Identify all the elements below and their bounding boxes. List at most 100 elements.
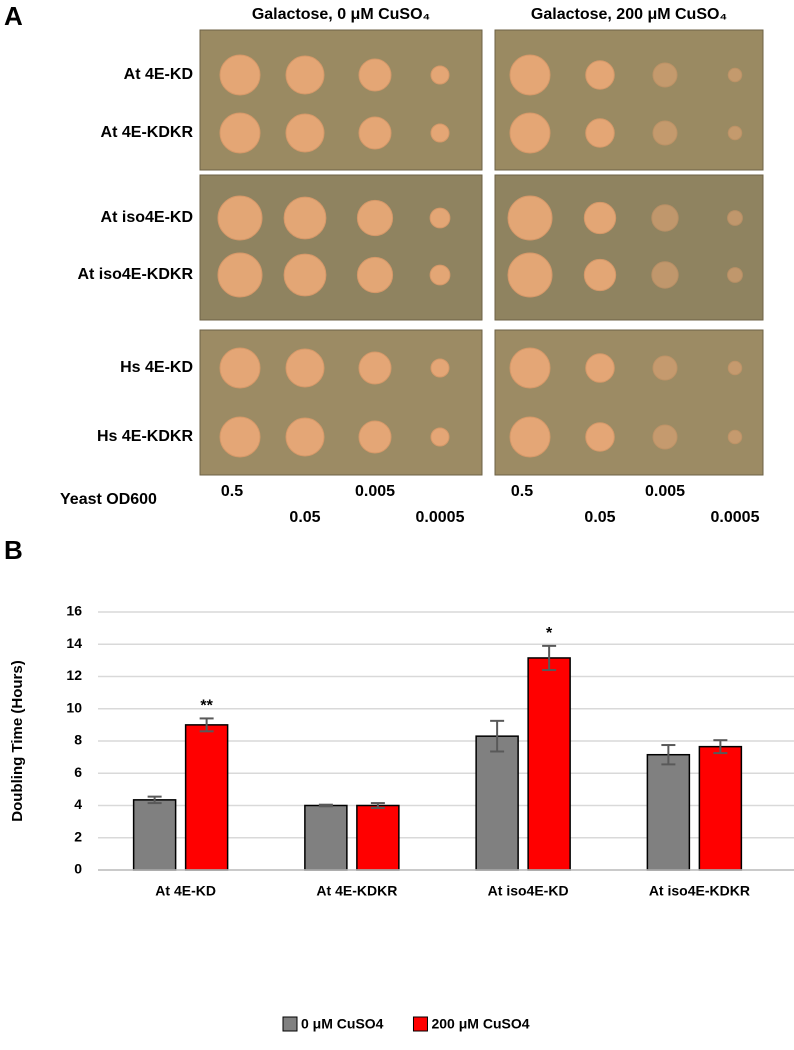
yeast-spot [651, 261, 679, 289]
y-tick-label: 14 [66, 635, 82, 651]
yeast-spot [583, 201, 617, 235]
error-bar [661, 744, 676, 766]
yeast-spot [285, 417, 325, 457]
dilution-label: 0.05 [289, 509, 320, 526]
y-tick-label: 12 [66, 667, 82, 683]
yeast-spot [509, 112, 551, 154]
x-tick-label: At iso4E-KD [488, 883, 569, 899]
yeast-spot [583, 258, 617, 292]
error-bar [318, 803, 333, 808]
row-label: At iso4E-KDKR [77, 266, 193, 283]
bar [475, 735, 519, 871]
dilution-label: 0.0005 [416, 509, 465, 526]
x-tick-label: At 4E-KDKR [316, 883, 397, 899]
yeast-spot [652, 355, 678, 381]
yeast-spot [652, 120, 678, 146]
bar [698, 745, 743, 871]
yeast-spot [219, 347, 261, 389]
panel-label: A [4, 1, 23, 31]
yeast-spot [356, 256, 394, 294]
yeast-spot [217, 195, 263, 241]
legend-swatch [412, 1016, 428, 1032]
yeast-spot [430, 427, 450, 447]
yeast-spot [727, 360, 743, 376]
yeast-spot [652, 62, 678, 88]
bar [646, 753, 691, 871]
y-tick-label: 4 [74, 796, 82, 812]
y-tick-label: 16 [66, 603, 82, 619]
row-label: At iso4E-KD [101, 209, 193, 226]
yeast-spot [727, 210, 743, 226]
significance-label: ** [200, 698, 213, 715]
y-tick-label: 0 [74, 861, 82, 877]
error-bar [542, 644, 557, 672]
column-title: Galactose, 0 μM CuSO₄ [252, 6, 430, 23]
dilution-label: 0.5 [511, 483, 533, 500]
yeast-spot [727, 429, 743, 445]
yeast-spot [219, 416, 261, 458]
yeast-spot [585, 60, 615, 90]
x-tick-label: At iso4E-KDKR [649, 883, 750, 899]
plates [199, 29, 764, 476]
legend-label: 200 μM CuSO4 [431, 1016, 529, 1032]
error-bar [370, 802, 385, 809]
x-tick-label: At 4E-KD [155, 883, 216, 899]
dilution-label: 0.05 [584, 509, 615, 526]
dilution-label: 0.005 [355, 483, 395, 500]
yeast-spot [507, 252, 553, 298]
yeast-spot [358, 116, 392, 150]
bar [304, 804, 348, 871]
yeast-spot [283, 253, 327, 297]
yeast-spot [283, 196, 327, 240]
od-label: Yeast OD600 [60, 491, 157, 508]
dilution-label: 0.005 [645, 483, 685, 500]
yeast-spot [585, 422, 615, 452]
y-tick-label: 10 [66, 699, 82, 715]
dilution-label: 0.5 [221, 483, 243, 500]
bar [527, 657, 571, 871]
panel-label: B [4, 535, 23, 565]
y-tick-label: 2 [74, 828, 82, 844]
yeast-spot [430, 123, 450, 143]
dilution-label: 0.0005 [711, 509, 760, 526]
y-tick-label: 8 [74, 732, 82, 748]
yeast-spot [651, 204, 679, 232]
yeast-spot [356, 199, 394, 237]
column-title: Galactose, 200 μM CuSO₄ [531, 6, 727, 23]
row-label: Hs 4E-KD [120, 359, 193, 376]
yeast-spot [509, 54, 551, 96]
row-label: At 4E-KD [124, 66, 193, 83]
yeast-spot [727, 67, 743, 83]
yeast-spot [652, 424, 678, 450]
legend-label: 0 μM CuSO4 [301, 1016, 384, 1032]
row-label: Hs 4E-KDKR [97, 428, 193, 445]
yeast-spot [429, 207, 451, 229]
error-bar [199, 717, 214, 733]
row-label: At 4E-KDKR [101, 124, 194, 141]
error-bar [490, 719, 505, 753]
yeast-spot [219, 54, 261, 96]
yeast-spot [430, 65, 450, 85]
legend-swatch [282, 1016, 298, 1032]
bar [356, 804, 400, 871]
bar [132, 799, 177, 871]
yeast-spot [585, 118, 615, 148]
error-bar [147, 795, 162, 805]
yeast-spot [507, 195, 553, 241]
yeast-spot [358, 420, 392, 454]
yeast-spot [727, 267, 743, 283]
yeast-spot [358, 58, 392, 92]
yeast-spot [217, 252, 263, 298]
y-tick-label: 6 [74, 764, 82, 780]
yeast-spot [285, 113, 325, 153]
yeast-spot [727, 125, 743, 141]
yeast-spot [429, 264, 451, 286]
yeast-spot [285, 348, 325, 388]
yeast-spot [585, 353, 615, 383]
yeast-spot [509, 416, 551, 458]
yeast-spot [430, 358, 450, 378]
error-bar [713, 739, 728, 755]
y-axis-label: Doubling Time (Hours) [9, 660, 26, 821]
yeast-spot [219, 112, 261, 154]
